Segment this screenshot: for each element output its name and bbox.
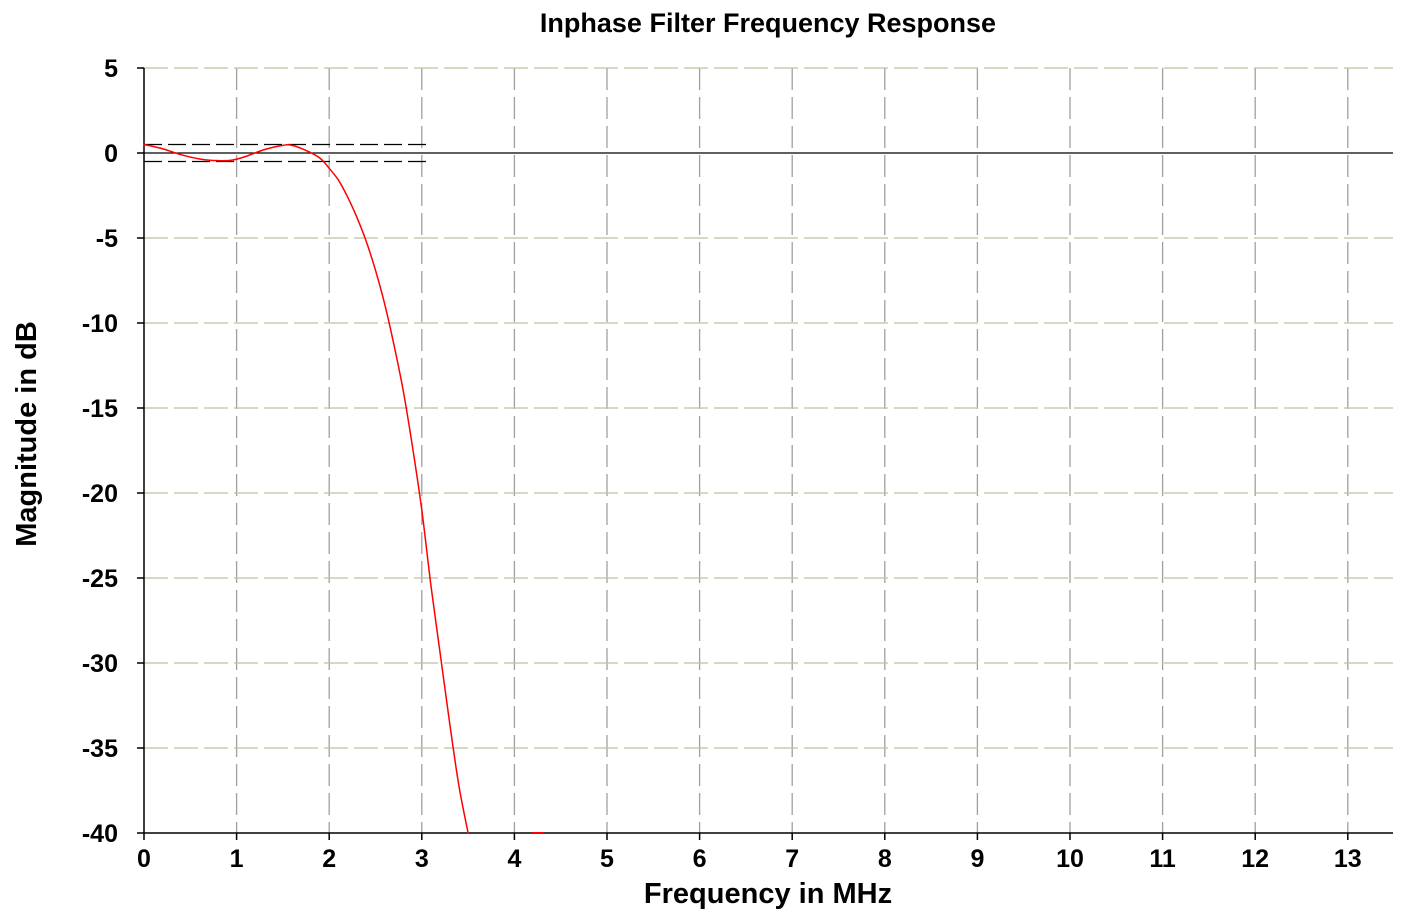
x-tick-labels: 0 1 2 3 4 5 6 7 8 9 10 11 12 13 [137, 845, 1362, 873]
x-tick-label: 8 [878, 845, 892, 873]
x-tick-label: 1 [230, 845, 244, 873]
grid [144, 67, 1393, 833]
y-tick-labels: 5 0 -5 -10 -15 -20 -25 -30 -35 -40 [82, 55, 118, 848]
x-tick-label: 13 [1334, 845, 1362, 873]
x-tick-label: 3 [415, 845, 429, 873]
y-tick-label: -20 [82, 480, 118, 508]
x-tick-label: 9 [970, 845, 984, 873]
series-layer [143, 143, 544, 834]
x-tick-label: 2 [322, 845, 336, 873]
y-tick-label: 5 [104, 55, 118, 83]
x-tick-label: 0 [137, 845, 151, 873]
y-tick-label: -25 [82, 565, 118, 593]
y-tick-label: -35 [82, 735, 118, 763]
chart-title: Inphase Filter Frequency Response [540, 8, 996, 38]
y-tick-label: -15 [82, 395, 118, 423]
x-tick-label: 4 [507, 845, 521, 873]
x-tick-label: 12 [1241, 845, 1269, 873]
y-tick-label: -30 [82, 650, 118, 678]
x-tick-label: 7 [785, 845, 799, 873]
x-tick-label: 11 [1149, 845, 1176, 873]
y-tick-label: -10 [82, 310, 118, 338]
series-line-0 [143, 143, 469, 834]
x-tick-label: 10 [1056, 845, 1084, 873]
x-tick-label: 6 [693, 845, 707, 873]
y-tick-label: 0 [104, 140, 118, 168]
x-tick-label: 5 [600, 845, 614, 873]
y-axis-label: Magnitude in dB [11, 321, 43, 547]
x-axis-label: Frequency in MHz [644, 878, 892, 910]
axes [137, 67, 1393, 840]
y-tick-label: -40 [82, 820, 118, 848]
y-tick-label: -5 [96, 225, 118, 253]
